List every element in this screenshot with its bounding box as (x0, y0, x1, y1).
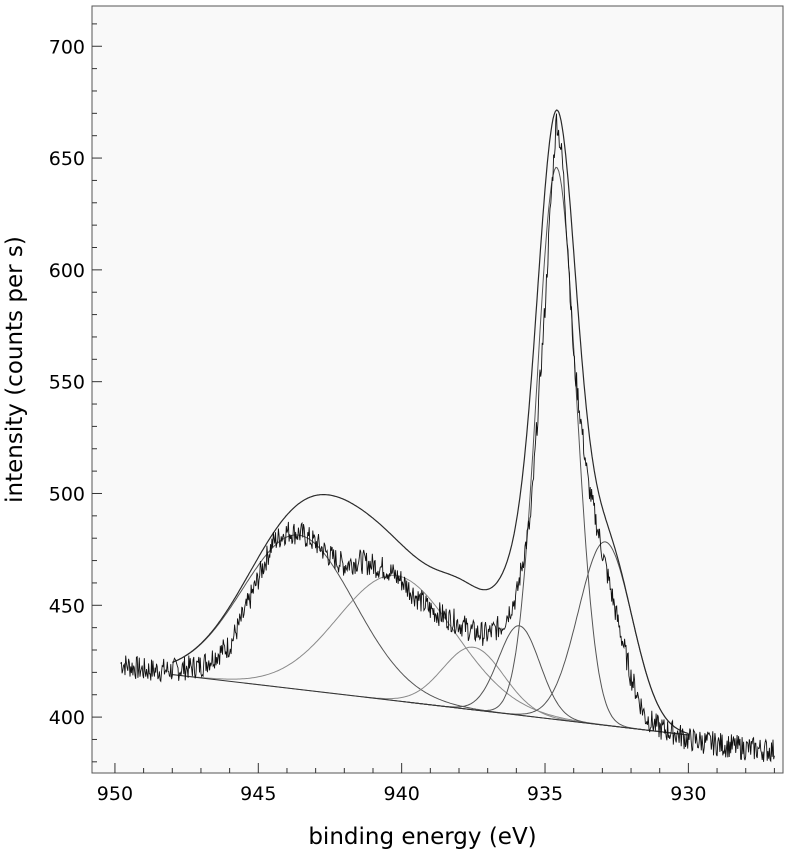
y-tick-label: 500 (49, 483, 85, 505)
y-tick-label: 550 (49, 372, 85, 394)
x-tick-label: 950 (97, 783, 133, 805)
x-tick-label: 940 (384, 783, 420, 805)
baseline-line (172, 674, 689, 736)
fit-envelope-line (172, 109, 689, 735)
y-tick-label: 450 (49, 595, 85, 617)
plot-area (91, 5, 784, 774)
x-tick-label: 930 (670, 783, 706, 805)
x-tick-label: 935 (527, 783, 563, 805)
y-tick-label: 400 (49, 707, 85, 729)
measured-data-line (120, 113, 775, 763)
y-tick-label: 600 (49, 260, 85, 282)
y-tick-label: 700 (49, 36, 85, 58)
x-tick-label: 945 (240, 783, 276, 805)
x-axis-title: binding energy (eV) (308, 824, 536, 850)
y-axis-title: intensity (counts per s) (2, 236, 28, 503)
x-axis: 950 945 940 935 930 (97, 763, 775, 805)
y-tick-label: 650 (49, 148, 85, 170)
y-axis: 400 450 500 550 600 650 700 (49, 23, 102, 763)
